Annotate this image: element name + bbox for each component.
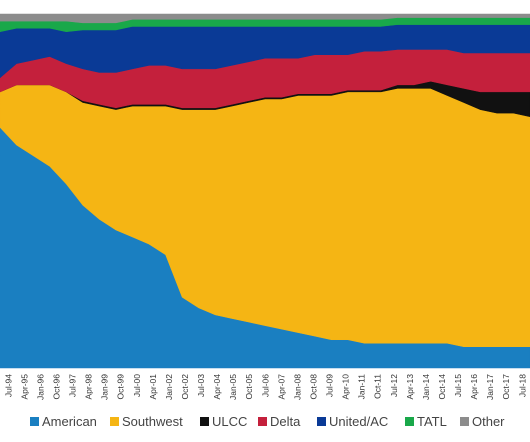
x-tick-label: Apr-07: [276, 374, 286, 400]
x-tick-label: Jul-94: [3, 374, 13, 397]
x-tick-label: Jul-15: [453, 374, 463, 397]
legend-item-american: American: [30, 414, 97, 429]
x-tick-label: Oct-14: [437, 374, 447, 400]
legend-label: American: [42, 414, 97, 429]
x-tick-label: Oct-02: [180, 374, 190, 400]
x-tick-label: Jan-08: [292, 374, 302, 400]
legend-label: Other: [472, 414, 505, 429]
legend-label: TATL: [417, 414, 447, 429]
legend-item-other: Other: [460, 414, 505, 429]
x-tick-label: Jul-06: [260, 374, 270, 397]
x-tick-label: Apr-95: [19, 374, 29, 400]
legend-item-tatl: TATL: [405, 414, 447, 429]
x-tick-label: Oct-99: [116, 374, 126, 400]
x-tick-label: Jan-17: [485, 374, 495, 400]
x-tick-label: Jan-99: [100, 374, 110, 400]
legend-label: Southwest: [122, 414, 183, 429]
x-tick-label: Oct-05: [244, 374, 254, 400]
x-tick-label: Oct-17: [501, 374, 511, 400]
x-tick-label: Jul-03: [196, 374, 206, 397]
x-tick-label: Apr-98: [84, 374, 94, 400]
x-tick-label: Jul-09: [325, 374, 335, 397]
x-tick-label: Jul-97: [68, 374, 78, 397]
legend: American Southwest ULCC Delta United/AC TATL O…: [30, 414, 505, 429]
x-tick-label: Oct-08: [308, 374, 318, 400]
x-tick-label: Jul-18: [517, 374, 527, 397]
x-tick-label: Jan-14: [421, 374, 431, 400]
x-tick-label: Jan-05: [228, 374, 238, 400]
legend-swatch: [258, 417, 267, 426]
legend-swatch: [110, 417, 119, 426]
x-tick-label: Apr-16: [469, 374, 479, 400]
legend-item-ulcc: ULCC: [200, 414, 247, 429]
x-tick-label: Apr-13: [405, 374, 415, 400]
legend-item-delta: Delta: [258, 414, 301, 429]
x-tick-label: Jul-00: [132, 374, 142, 397]
area-layers: [0, 13, 530, 369]
x-tick-label: Jan-02: [164, 374, 174, 400]
x-axis-ticks: Jul-94 Apr-95 Jan-96 Oct-96 Jul-97 Apr-98 Jan-…: [3, 374, 527, 400]
x-tick-label: Jan-96: [35, 374, 45, 400]
legend-swatch: [405, 417, 414, 426]
legend-item-united-ac: United/AC: [317, 414, 388, 429]
legend-swatch: [30, 417, 39, 426]
x-tick-label: Apr-01: [148, 374, 158, 400]
x-tick-label: Apr-10: [341, 374, 351, 400]
legend-swatch: [317, 417, 326, 426]
x-tick-label: Jul-12: [389, 374, 399, 397]
x-tick-label: Oct-11: [373, 374, 383, 399]
legend-swatch: [460, 417, 469, 426]
legend-swatch: [200, 417, 209, 426]
legend-item-southwest: Southwest: [110, 414, 183, 429]
legend-label: United/AC: [329, 414, 388, 429]
x-tick-label: Oct-96: [51, 374, 61, 400]
legend-label: ULCC: [212, 414, 247, 429]
x-tick-label: Jan-11: [357, 374, 367, 400]
area-other: [0, 13, 530, 24]
x-tick-label: Apr-04: [212, 374, 222, 400]
legend-label: Delta: [270, 414, 301, 429]
